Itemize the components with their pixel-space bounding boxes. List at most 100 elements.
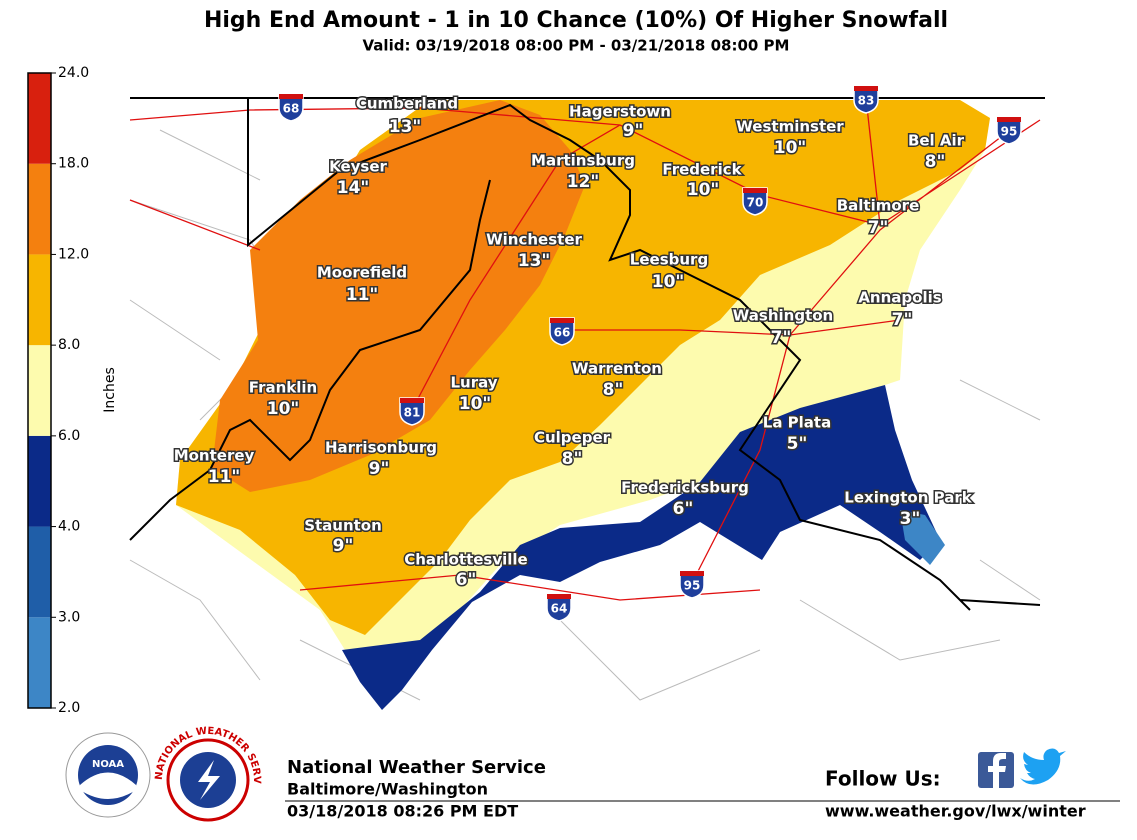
city-amount: 11": [208, 467, 241, 487]
city-name: Luray: [450, 374, 497, 392]
snow-2-3: [900, 510, 945, 565]
shield-shape: [399, 397, 425, 426]
facebook-f: [988, 753, 1006, 788]
state-borders: [129, 97, 1045, 611]
legend-tick-label: 8.0: [58, 337, 80, 353]
city-amount: 8": [603, 380, 624, 400]
city-name: Westminster: [736, 118, 844, 136]
shield-shape: [742, 187, 768, 216]
city-amount: 10": [652, 272, 685, 292]
legend-tick-label: 12.0: [58, 246, 89, 262]
city-amount: 9": [369, 459, 390, 479]
shield-band: [400, 398, 424, 403]
city-name: Baltimore: [837, 197, 920, 215]
map: 68 83 95 70 66 81 95 64 Cumberland 13" Hagerstown…: [129, 85, 1045, 718]
shield-band: [743, 188, 767, 193]
city-name: Winchester: [486, 231, 582, 249]
city-amount: 8": [562, 449, 583, 469]
city-name: Hagerstown: [569, 103, 671, 121]
city-name: Lexington Park: [844, 489, 972, 507]
twitter-icon[interactable]: [1020, 748, 1066, 785]
shield-number: 83: [858, 94, 875, 108]
city-name: Staunton: [304, 517, 382, 535]
shield-number: 81: [404, 406, 421, 420]
city-name: Washington: [733, 307, 833, 325]
legend-tick-label: 24.0: [58, 65, 89, 81]
noaa-logo: NOAA: [65, 732, 151, 818]
shield-number: 95: [1001, 125, 1018, 139]
shield-shape: [679, 570, 705, 599]
city-amount: 11": [346, 285, 379, 305]
snow-4-6: [342, 385, 940, 710]
city-amount: 6": [673, 499, 694, 519]
city-name: Monterey: [174, 447, 255, 465]
subtitle: Valid: 03/19/2018 08:00 PM - 03/21/2018 …: [363, 37, 790, 55]
legend-ticks: 2.0 3.0 4.0 6.0 8.0 12.0 18.0 24.0: [51, 65, 89, 716]
legend-bin: [28, 435, 51, 527]
shield-number: 95: [684, 579, 701, 593]
title: High End Amount - 1 in 10 Chance (10%) O…: [204, 8, 948, 33]
city-amount: 10": [459, 394, 492, 414]
legend-tick-label: 6.0: [58, 428, 80, 444]
legend-bin: [28, 163, 51, 255]
noaa-gull: [80, 772, 136, 799]
city-name: Martinsburg: [531, 152, 635, 170]
office: National Weather Service: [287, 757, 546, 778]
shield-band: [854, 86, 878, 91]
city-name: Frederick: [662, 161, 742, 179]
legend-tick-label: 4.0: [58, 519, 80, 535]
city-name: Cumberland: [356, 95, 458, 113]
city-name: Warrenton: [572, 360, 662, 378]
city-amount: 3": [900, 509, 921, 529]
legend-tick-label: 18.0: [58, 156, 89, 172]
shield-shape: [996, 116, 1022, 145]
city-amount: 7": [771, 328, 792, 348]
city-amount: 12": [567, 172, 600, 192]
nws-bolt: [198, 760, 220, 800]
shield-number: 66: [554, 326, 571, 340]
legend-bin: [28, 617, 51, 708]
city-amount: 8": [925, 152, 946, 172]
shield-shape: [546, 593, 572, 622]
city-name: Harrisonburg: [325, 439, 437, 457]
city-name: La Plata: [763, 414, 831, 432]
city-name: Franklin: [249, 379, 317, 397]
shield-band: [279, 94, 303, 99]
city-name: Fredericksburg: [621, 479, 749, 497]
legend-bin: [28, 254, 51, 346]
legend-title: Inches: [102, 367, 118, 412]
shield-number: 70: [747, 196, 764, 210]
city-amount: 7": [868, 218, 889, 238]
legend-bins: [28, 73, 51, 708]
shield-shape: [549, 317, 575, 346]
city-name: Charlottesville: [404, 551, 527, 569]
legend: 2.0 3.0 4.0 6.0 8.0 12.0 18.0 24.0 Inches: [27, 65, 118, 716]
city-amount: 10": [774, 138, 807, 158]
legend-bin: [28, 73, 51, 164]
legend-tick-label: 2.0: [58, 700, 80, 716]
legend-bin: [28, 526, 51, 618]
city-name: Annapolis: [858, 289, 941, 307]
city-amount: 10": [687, 180, 720, 200]
location: Baltimore/Washington: [287, 780, 488, 799]
city-amount: 10": [267, 399, 300, 419]
city-amount: 14": [337, 178, 370, 198]
issued: 03/18/2018 08:26 PM EDT: [287, 802, 518, 821]
shield-band: [997, 117, 1021, 122]
city-amount: 13": [389, 117, 422, 137]
legend-bin: [28, 345, 51, 436]
shield-shape: [853, 85, 879, 114]
city-amount: 9": [333, 536, 354, 556]
city-amount: 6": [456, 570, 477, 590]
highway-shields: 68 83 95 70 66 81 95 64: [278, 85, 1022, 622]
city-name: Bel Air: [908, 132, 965, 150]
city-amount: 9": [623, 121, 644, 141]
shield-shape: [278, 93, 304, 122]
city-name: Culpeper: [534, 429, 611, 447]
city-amount: 13": [518, 251, 551, 271]
city-name: Leesburg: [630, 251, 708, 269]
legend-tick-label: 3.0: [58, 609, 80, 625]
city-name: Moorefield: [317, 264, 407, 282]
